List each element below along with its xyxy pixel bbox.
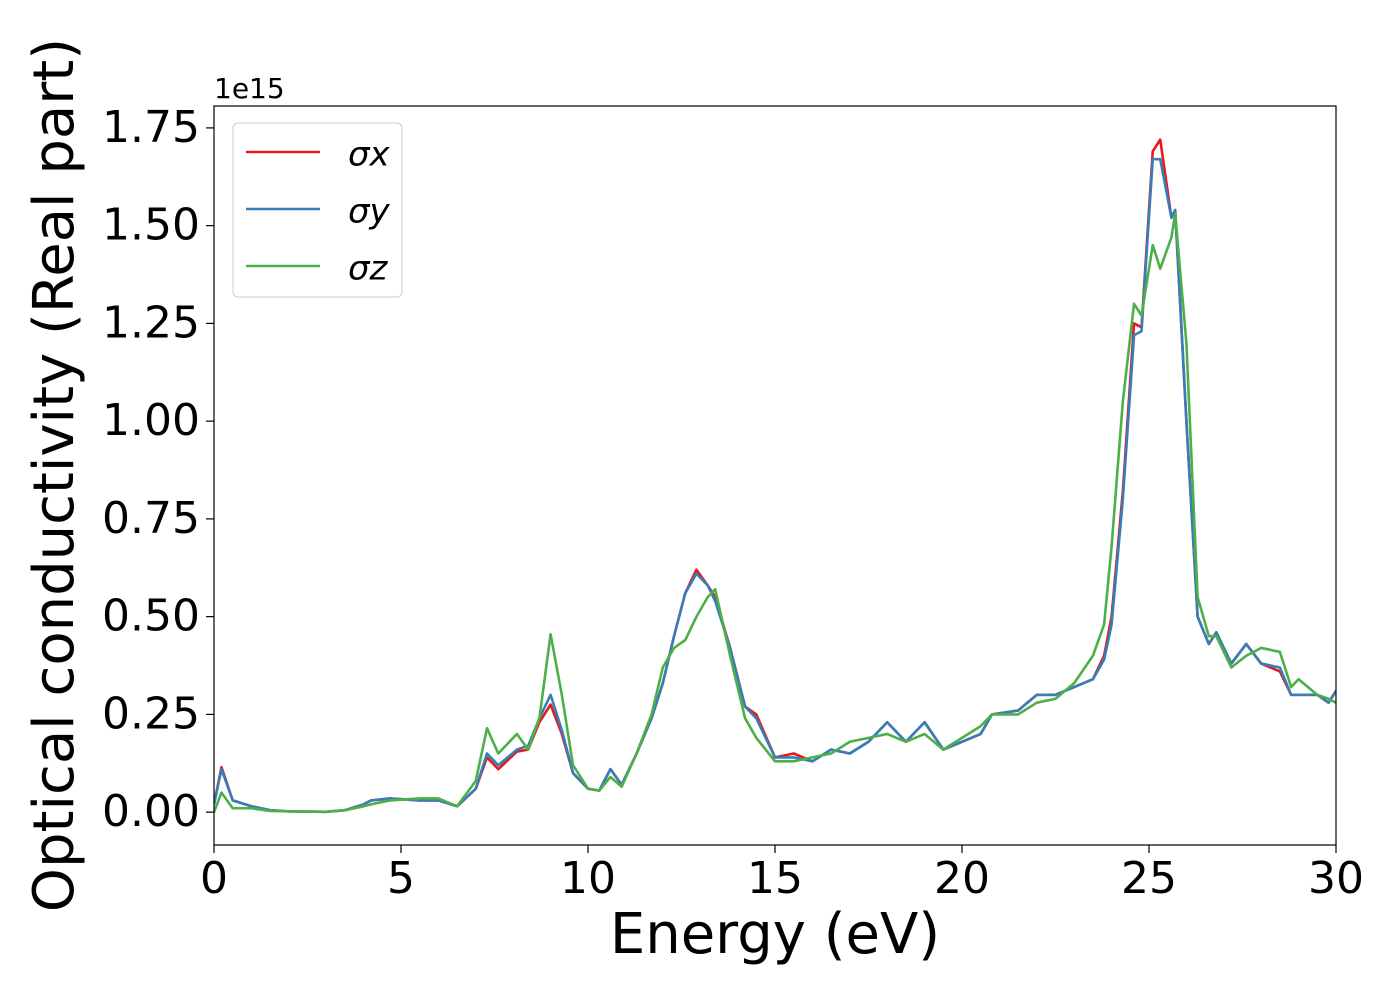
legend-label: σx <box>348 135 391 175</box>
x-tick-label: 15 <box>747 853 803 904</box>
x-axis-label: Energy (eV) <box>610 902 940 967</box>
axes-frame <box>213 105 1337 846</box>
x-tick-label: 10 <box>560 853 616 904</box>
y-tick-label: 1.75 <box>102 102 200 153</box>
y-tick-label: 1.50 <box>102 200 200 251</box>
y-tick-label: 0.50 <box>102 591 200 642</box>
y-tick-label: 1.25 <box>102 297 200 348</box>
y-tick-label: 1.00 <box>102 395 200 446</box>
legend-label: σz <box>348 249 389 289</box>
x-tick-label: 20 <box>934 853 990 904</box>
y-offset-label: 1e15 <box>214 72 285 105</box>
y-tick-label: 0.00 <box>102 786 200 837</box>
x-tick-label: 25 <box>1121 853 1177 904</box>
series-line <box>214 212 1336 814</box>
x-tick-label: 5 <box>387 853 415 904</box>
y-tick-label: 0.25 <box>102 688 200 739</box>
plot-area <box>214 138 1336 814</box>
y-tick-label: 0.75 <box>102 493 200 544</box>
legend-label: σy <box>348 192 391 232</box>
y-axis-label: Optical conductivity (Real part) <box>22 38 87 912</box>
x-tick-label: 0 <box>200 853 228 904</box>
x-tick-label: 30 <box>1308 853 1364 904</box>
